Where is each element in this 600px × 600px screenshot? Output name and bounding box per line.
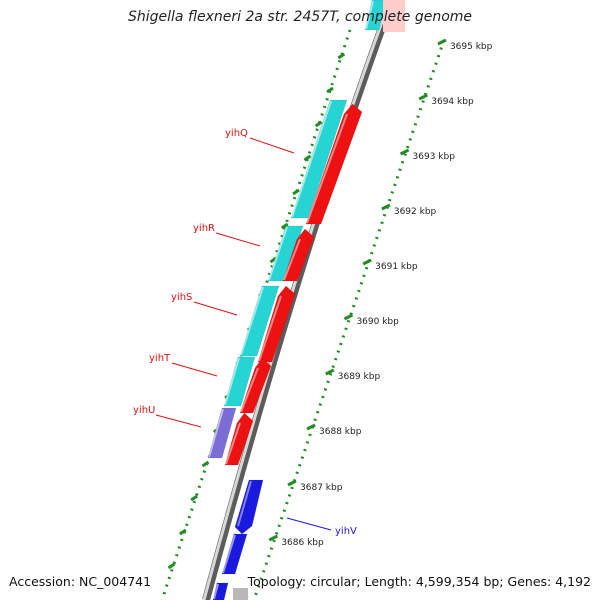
- leader-yihU: [155, 414, 202, 428]
- inner-major-tick: [190, 494, 198, 502]
- outer-major-tick: [362, 258, 372, 266]
- gene-yihR-reverse-shine: [283, 238, 301, 281]
- gene-yihV-shine: [237, 480, 252, 527]
- scale-label: 3693 kbp: [413, 152, 456, 162]
- leader-yihS: [193, 301, 238, 316]
- scale-label: 3695 kbp: [450, 42, 493, 52]
- outer-major-tick: [287, 479, 297, 487]
- inner-major-tick: [280, 222, 289, 230]
- scale-label: 3688 kbp: [319, 427, 362, 437]
- scale-label: 3686 kbp: [281, 538, 324, 548]
- gene-yihU-reverse-shine: [225, 422, 241, 465]
- gene-yihT-shine: [224, 357, 240, 406]
- accession-label: Accession: NC_004741: [9, 574, 152, 589]
- gene-label-yihS: yihS: [171, 292, 192, 303]
- tick-marks: [160, 29, 447, 600]
- gene-yihQ-reverse: [305, 103, 363, 225]
- label-leader-lines: [155, 137, 332, 531]
- outer-major-tick: [381, 203, 391, 211]
- inner-major-tick: [326, 86, 334, 94]
- outer-major-tick: [325, 368, 335, 376]
- gene-yihR-shine: [268, 226, 288, 281]
- scale-label: 3690 kbp: [356, 317, 399, 327]
- labels: 3695 kbp 3694 kbp 3693 kbp 3692 kbp 3691 kbp…: [133, 42, 493, 548]
- inner-major-tick: [337, 52, 346, 60]
- leader-yihQ: [249, 137, 295, 154]
- scale-label: 3692 kbp: [394, 207, 437, 217]
- gene-label-yihT: yihT: [149, 353, 171, 364]
- partial-forward-gene-shine: [365, 0, 374, 30]
- inner-major-tick: [314, 120, 323, 128]
- gene-yihU-shine: [208, 408, 224, 458]
- leader-yihR: [215, 232, 261, 247]
- topology-label: Topology: circular; Length: 4,599,354 bp…: [247, 574, 591, 589]
- outer-major-tick: [268, 534, 278, 542]
- gene-label-yihR: yihR: [193, 223, 215, 234]
- gene-yihQ-shine: [291, 100, 332, 218]
- gene-yihR-reverse: [282, 228, 315, 282]
- outer-major-tick: [306, 423, 316, 431]
- inner-major-tick: [201, 460, 210, 468]
- gene-yihS-reverse-shine: [258, 295, 282, 362]
- gene-features: [207, 0, 405, 600]
- gene-yihU-reverse: [224, 412, 254, 466]
- inner-major-tick: [303, 154, 312, 162]
- gene-yihQ-reverse-shine: [306, 113, 348, 224]
- gene-yihS-shine: [240, 286, 264, 356]
- outer-major-tick: [399, 148, 410, 156]
- outer-major-tick: [343, 313, 354, 321]
- leader-yihV: [286, 517, 332, 531]
- inner-major-tick: [179, 528, 187, 536]
- map-title: Shigella flexneri 2a str. 2457T, complet…: [127, 9, 473, 25]
- gene-label-yihU: yihU: [133, 405, 155, 416]
- gene-yihT-reverse: [239, 357, 272, 414]
- outer-major-tick: [437, 38, 447, 46]
- backbone-track: [202, 0, 396, 600]
- gene-blue-2-shine: [222, 534, 236, 574]
- gene-blue-3-shine: [213, 583, 219, 600]
- gene-label-yihV: yihV: [335, 526, 357, 537]
- partial-reverse-gene: [383, 0, 405, 32]
- scale-label: 3694 kbp: [431, 97, 474, 107]
- leader-yihT: [171, 362, 218, 377]
- backbone-shadow: [202, 0, 396, 600]
- scale-label: 3687 kbp: [300, 483, 343, 493]
- scale-label: 3691 kbp: [375, 262, 418, 272]
- inner-major-tick: [167, 562, 176, 570]
- gene-label-yihQ: yihQ: [225, 128, 248, 139]
- gene-yihV: [234, 479, 264, 535]
- scale-label: 3689 kbp: [338, 372, 381, 382]
- outer-major-tick: [418, 93, 428, 101]
- gene-yihT-reverse-shine: [240, 367, 259, 413]
- inner-major-tick: [292, 188, 300, 196]
- gene-grey-partial: [233, 588, 248, 600]
